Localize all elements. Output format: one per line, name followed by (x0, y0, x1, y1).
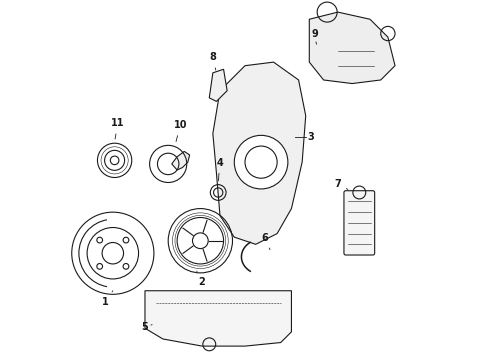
Polygon shape (209, 69, 227, 102)
Polygon shape (309, 12, 395, 84)
Text: 1: 1 (102, 291, 113, 307)
Text: 10: 10 (173, 120, 187, 141)
Polygon shape (145, 291, 292, 346)
Text: 3: 3 (308, 132, 314, 142)
Text: 2: 2 (197, 271, 205, 287)
Text: 4: 4 (217, 158, 223, 181)
Text: 8: 8 (209, 52, 216, 70)
Text: 11: 11 (111, 118, 124, 139)
Polygon shape (213, 62, 306, 244)
Circle shape (234, 135, 288, 189)
Text: 7: 7 (334, 179, 348, 189)
Text: 5: 5 (142, 322, 152, 332)
Text: 6: 6 (261, 233, 270, 249)
FancyBboxPatch shape (344, 191, 375, 255)
Text: 9: 9 (311, 29, 318, 44)
Polygon shape (172, 152, 190, 170)
